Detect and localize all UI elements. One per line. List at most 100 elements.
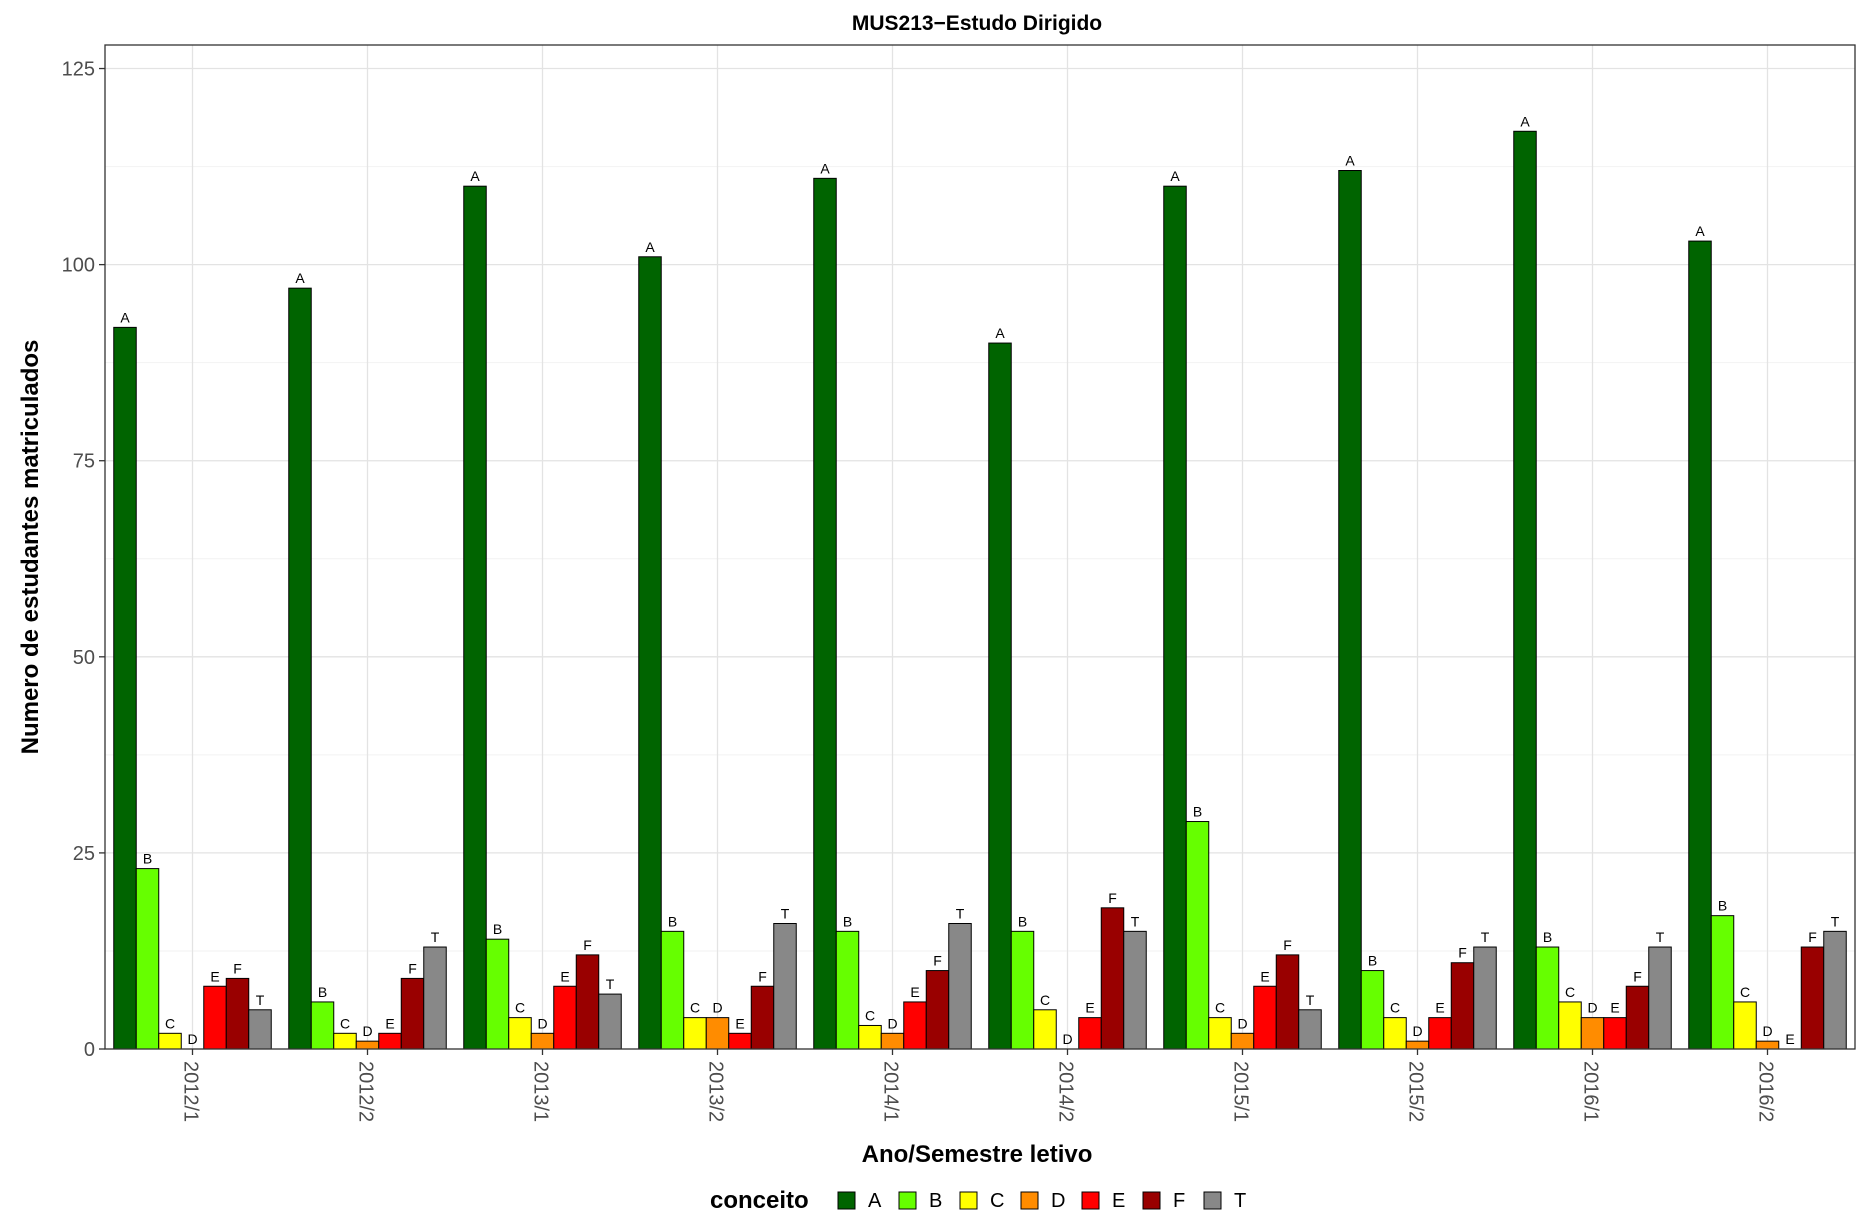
- legend: conceito A B C D E F T: [710, 1187, 1246, 1214]
- bar-D: [530, 1032, 555, 1050]
- bar-D: [1405, 1040, 1430, 1050]
- bar-label: F: [1458, 945, 1467, 961]
- bar-C: [1733, 1001, 1757, 1050]
- bar-label: E: [1785, 1031, 1794, 1047]
- bar-T: [1823, 930, 1847, 1050]
- bar-T: [773, 923, 797, 1050]
- x-tick-label: 2012/1: [180, 1061, 202, 1122]
- legend-key-B: [898, 1191, 917, 1210]
- bar-F: [225, 977, 250, 1050]
- bar-label: A: [820, 160, 830, 176]
- y-axis: 0 25 50 75 100 125: [62, 59, 105, 1061]
- bar-E: [553, 985, 577, 1050]
- bar-C: [1558, 1001, 1582, 1050]
- bar-A: [1513, 130, 1537, 1050]
- bar-label: A: [645, 239, 655, 255]
- bar-F: [1800, 946, 1825, 1050]
- bar-label: T: [1131, 913, 1140, 929]
- bar-E: [203, 985, 227, 1050]
- bar-T: [248, 1009, 272, 1050]
- bar-label: T: [1656, 929, 1665, 945]
- bar-label: C: [1565, 984, 1575, 1000]
- bar-A: [463, 185, 487, 1050]
- bar-label: D: [1062, 1031, 1072, 1047]
- bar-label: F: [1283, 937, 1292, 953]
- bars: [113, 130, 1847, 1050]
- legend-label: T: [1234, 1190, 1246, 1212]
- bar-T: [1648, 946, 1672, 1050]
- bar-C: [858, 1024, 882, 1050]
- bar-label: F: [1108, 890, 1117, 906]
- x-tick-label: 2015/1: [1230, 1061, 1252, 1122]
- bar-label: B: [1193, 804, 1202, 820]
- bar-A: [288, 287, 312, 1050]
- bar-label: D: [887, 1015, 897, 1031]
- x-tick-label: 2012/2: [355, 1061, 377, 1122]
- bar-label: B: [1718, 898, 1727, 914]
- x-tick-label: 2013/2: [705, 1061, 727, 1122]
- grid: [105, 45, 1855, 1050]
- bar-label: C: [1390, 1000, 1400, 1016]
- bar-D: [880, 1032, 905, 1050]
- y-axis-title: Numero de estudantes matriculados: [17, 340, 44, 755]
- bar-F: [1625, 985, 1650, 1050]
- bar-label: T: [256, 992, 265, 1008]
- y-tick-label: 50: [73, 647, 95, 669]
- bar-label: D: [537, 1015, 547, 1031]
- bar-A: [638, 256, 662, 1050]
- bar-A: [113, 326, 137, 1050]
- bar-C: [1033, 1009, 1057, 1050]
- x-tick-label: 2015/2: [1405, 1061, 1427, 1122]
- bar-label: B: [143, 851, 152, 867]
- bar-D: [1580, 1017, 1605, 1050]
- bar-label: F: [758, 968, 767, 984]
- bar-label: B: [668, 913, 677, 929]
- bar-D: [355, 1040, 380, 1050]
- bar-label: T: [431, 929, 440, 945]
- bar-B: [1710, 915, 1735, 1050]
- bar-label: E: [385, 1015, 394, 1031]
- bar-T: [1473, 946, 1497, 1050]
- bar-E: [378, 1032, 402, 1050]
- bar-A: [1688, 240, 1712, 1050]
- bar-label: T: [781, 906, 790, 922]
- x-tick-label: 2014/1: [880, 1061, 902, 1122]
- x-axis: 2012/1 2012/2 2013/1 2013/2 2014/1 2014/2 2015…: [180, 1049, 1777, 1122]
- bar-label: D: [1587, 1000, 1597, 1016]
- legend-label: D: [1051, 1190, 1065, 1212]
- bar-label: T: [1831, 913, 1840, 929]
- x-axis-title: Ano/Semestre letivo: [862, 1141, 1093, 1168]
- chart-title: MUS213−Estudo Dirigido: [852, 12, 1102, 35]
- bar-E: [1603, 1017, 1627, 1050]
- bar-B: [1535, 946, 1560, 1050]
- y-tick-label: 125: [62, 59, 95, 81]
- x-tick-label: 2016/2: [1755, 1061, 1777, 1122]
- bar-label: E: [1435, 1000, 1444, 1016]
- bar-label: T: [1306, 992, 1315, 1008]
- bar-C: [1383, 1017, 1407, 1050]
- x-tick-label: 2013/1: [530, 1061, 552, 1122]
- y-tick-label: 0: [84, 1039, 95, 1061]
- bar-label: E: [910, 984, 919, 1000]
- bar-T: [423, 946, 447, 1050]
- bar-label: A: [1520, 113, 1530, 129]
- bar-B: [310, 1001, 335, 1050]
- bar-label: A: [1345, 153, 1355, 169]
- legend-label: A: [868, 1190, 882, 1212]
- bar-label: C: [340, 1015, 350, 1031]
- bar-B: [135, 868, 160, 1050]
- legend-label: B: [929, 1190, 942, 1212]
- bar-label: D: [1237, 1015, 1247, 1031]
- y-tick-label: 100: [62, 255, 95, 277]
- bar-B: [485, 938, 510, 1050]
- bar-F: [925, 970, 950, 1050]
- bar-C: [1208, 1017, 1232, 1050]
- bar-E: [1428, 1017, 1452, 1050]
- bar-label: C: [1740, 984, 1750, 1000]
- legend-key-C: [959, 1191, 978, 1210]
- legend-label: C: [990, 1190, 1004, 1212]
- bar-A: [1338, 170, 1362, 1050]
- bar-E: [728, 1032, 752, 1050]
- bar-D: [1230, 1032, 1255, 1050]
